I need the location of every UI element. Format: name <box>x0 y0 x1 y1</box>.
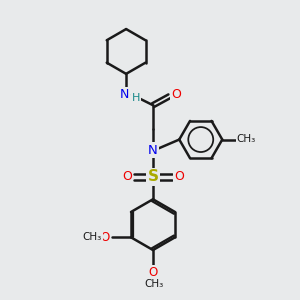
Text: CH₃: CH₃ <box>144 279 163 289</box>
Text: N: N <box>120 88 129 101</box>
Text: CH₃: CH₃ <box>236 134 256 144</box>
Text: O: O <box>174 170 184 183</box>
Text: O: O <box>148 266 158 279</box>
Text: O: O <box>171 88 181 101</box>
Text: N: N <box>148 143 158 157</box>
Text: O: O <box>100 231 110 244</box>
Text: S: S <box>148 169 158 184</box>
Text: H: H <box>131 93 140 103</box>
Text: O: O <box>122 170 132 183</box>
Text: CH₃: CH₃ <box>82 232 102 242</box>
